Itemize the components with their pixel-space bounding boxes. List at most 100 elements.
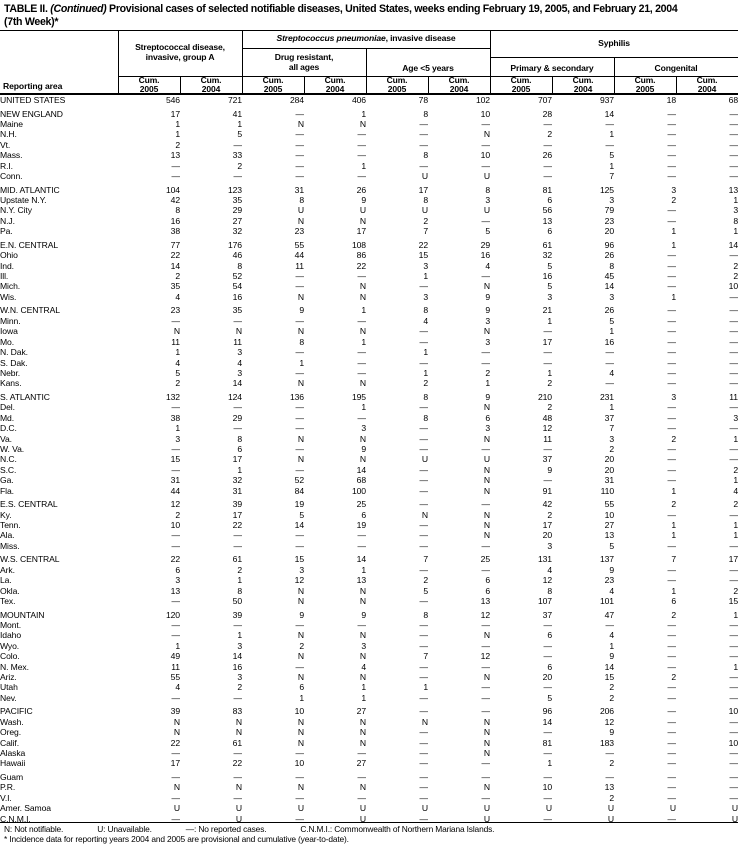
value-cell: — <box>543 813 553 824</box>
table-row: Tex. — 50 N N — 13 107 101 6 15 <box>0 596 738 606</box>
value-cell: — <box>605 119 615 129</box>
reporting-area-cell: V.I. <box>0 792 12 803</box>
value-cell: 9 <box>361 609 366 620</box>
value-cell: 1 <box>237 464 242 475</box>
value-cell: — <box>295 347 305 358</box>
value-cell: — <box>543 326 553 337</box>
value-cell: 3 <box>485 195 490 206</box>
value-cell: 13 <box>542 215 552 226</box>
value-cell: 3 <box>175 575 180 586</box>
value-cell: — <box>357 271 367 282</box>
table-bottom-rule <box>0 822 738 824</box>
value-cell: — <box>295 813 305 824</box>
value-cell: 6 <box>547 195 552 206</box>
table-row: S. Dak. 4 4 1 — — — — — — — <box>0 358 738 368</box>
reporting-area-cell: NEW ENGLAND <box>0 108 63 119</box>
value-cell: 8 <box>299 336 304 347</box>
value-cell: U <box>607 803 614 814</box>
value-cell: — <box>605 620 615 630</box>
value-cell: — <box>543 443 553 454</box>
value-cell: 123 <box>227 184 242 195</box>
value-cell: 8 <box>299 195 304 206</box>
value-cell: — <box>419 402 429 413</box>
value-cell: 2 <box>733 464 738 475</box>
value-cell: 4 <box>609 367 614 378</box>
value-cell: — <box>171 443 181 454</box>
value-cell: 1 <box>299 357 304 368</box>
reporting-area-cell: UNITED STATES <box>0 95 66 105</box>
value-cell: — <box>667 326 677 337</box>
value-cell: 48 <box>542 412 552 423</box>
value-cell: 3 <box>609 195 614 206</box>
value-cell: 6 <box>547 630 552 641</box>
value-cell: — <box>729 758 738 769</box>
value-cell: — <box>543 792 553 803</box>
value-cell: 35 <box>170 281 180 292</box>
value-cell: U <box>297 205 304 216</box>
value-cell: 1 <box>361 108 366 119</box>
value-cell: — <box>295 540 305 551</box>
value-cell: — <box>729 620 738 630</box>
value-cell: — <box>419 326 429 337</box>
value-cell: — <box>357 748 367 759</box>
value-cell: — <box>667 706 677 717</box>
value-cell: — <box>419 564 429 575</box>
value-cell: N <box>483 672 490 683</box>
value-cell: 2 <box>671 195 676 206</box>
value-cell: 2 <box>733 585 738 596</box>
value-cell: U <box>483 454 490 465</box>
footnote-not-notifiable: N: Not notifiable. <box>4 824 64 834</box>
value-cell: 29 <box>232 412 242 423</box>
cum-column-header: Cum. 2004 <box>696 75 718 94</box>
reporting-area-cell: Colo. <box>0 651 20 662</box>
value-cell: 2 <box>671 609 676 620</box>
value-cell: — <box>667 423 677 434</box>
value-cell: 29 <box>232 205 242 216</box>
header-vline <box>242 30 243 95</box>
value-cell: — <box>667 575 677 586</box>
value-cell: 8 <box>423 150 428 161</box>
value-cell: 1 <box>733 195 738 206</box>
value-cell: 9 <box>299 305 304 316</box>
value-cell: 2 <box>733 260 738 271</box>
value-cell: — <box>419 640 429 651</box>
value-cell: U <box>483 803 490 814</box>
reporting-area-cell: Hawaii <box>0 758 26 769</box>
value-cell: — <box>419 464 429 475</box>
value-cell: — <box>357 412 367 423</box>
table-row: W. Va. — 6 — 9 — — — 2 — — <box>0 444 738 454</box>
syphilis-label: Syphilis <box>598 37 630 48</box>
value-cell: — <box>419 423 429 434</box>
value-cell: N <box>483 630 490 641</box>
value-cell: N <box>359 119 366 129</box>
value-cell: N <box>359 596 366 606</box>
column-group-primary-secondary: Primary & secondary <box>491 58 613 76</box>
value-cell: N <box>483 129 490 140</box>
value-cell: N <box>173 782 180 793</box>
value-cell: 6 <box>485 412 490 423</box>
value-cell: 1 <box>671 530 676 541</box>
value-cell: 8 <box>175 205 180 216</box>
value-cell: 1 <box>237 630 242 641</box>
value-cell: N <box>173 326 180 337</box>
value-cell: 42 <box>542 499 552 510</box>
value-cell: 10 <box>728 281 738 292</box>
value-cell: — <box>357 792 367 803</box>
value-cell: 14 <box>604 661 614 672</box>
reporting-area-cell: Utah <box>0 682 18 693</box>
reporting-area-cell: La. <box>0 575 12 586</box>
value-cell: — <box>233 772 243 783</box>
drug-resistant-line1: Drug resistant, <box>274 51 334 62</box>
reporting-area-cell: P.R. <box>0 782 16 793</box>
value-cell: — <box>667 150 677 161</box>
value-cell: 8 <box>237 433 242 444</box>
table-row: W.N. CENTRAL 23 35 9 1 8 9 21 26 — — <box>0 305 738 315</box>
value-cell: 20 <box>604 454 614 465</box>
reporting-area-cell: Mass. <box>0 150 23 161</box>
column-header-reporting-area: Reporting area <box>3 81 63 91</box>
value-cell: 15 <box>294 554 304 565</box>
value-cell: 68 <box>728 95 738 105</box>
value-cell: 104 <box>165 184 180 195</box>
value-cell: — <box>171 813 181 824</box>
value-cell: — <box>419 630 429 641</box>
